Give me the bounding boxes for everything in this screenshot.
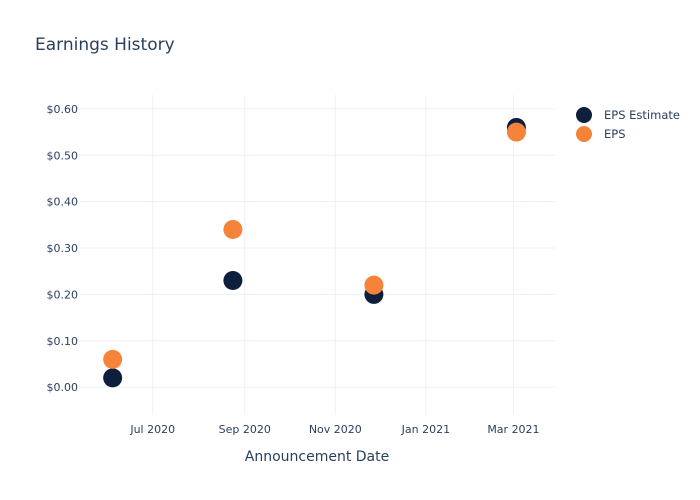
legend-label: EPS bbox=[604, 127, 626, 141]
chart-title: Earnings History bbox=[35, 35, 175, 55]
y-axis: $0.00 $0.10 $0.20 $0.30 $0.40 $0.50 $0.60 bbox=[47, 103, 79, 394]
data-point[interactable] bbox=[223, 219, 243, 239]
series-eps-estimate bbox=[103, 117, 526, 388]
y-tick-label: $0.60 bbox=[47, 103, 79, 116]
legend-marker bbox=[576, 107, 592, 123]
data-point[interactable] bbox=[103, 368, 123, 388]
x-tick-label: Sep 2020 bbox=[219, 423, 271, 436]
series-eps bbox=[103, 122, 526, 369]
legend-item[interactable]: EPS bbox=[576, 126, 626, 142]
y-tick-label: $0.20 bbox=[47, 288, 79, 301]
legend-marker bbox=[576, 126, 592, 142]
legend-item[interactable]: EPS Estimate bbox=[576, 107, 680, 123]
legend-label: EPS Estimate bbox=[604, 108, 680, 122]
x-tick-label: Jan 2021 bbox=[401, 423, 450, 436]
x-tick-label: Jul 2020 bbox=[129, 423, 175, 436]
y-tick-label: $0.40 bbox=[47, 196, 79, 209]
x-axis: Jul 2020 Sep 2020 Nov 2020 Jan 2021 Mar 2021 bbox=[129, 423, 539, 436]
data-point[interactable] bbox=[223, 271, 243, 291]
y-tick-label: $0.10 bbox=[47, 335, 79, 348]
legend: EPS Estimate EPS bbox=[576, 107, 680, 142]
data-point[interactable] bbox=[506, 122, 526, 142]
x-axis-title: Announcement Date bbox=[245, 449, 389, 465]
y-tick-label: $0.30 bbox=[47, 242, 79, 255]
y-tick-label: $0.00 bbox=[47, 381, 79, 394]
x-tick-label: Mar 2021 bbox=[487, 423, 539, 436]
data-points bbox=[103, 117, 526, 388]
y-tick-label: $0.50 bbox=[47, 149, 79, 162]
data-point[interactable] bbox=[364, 275, 384, 295]
grid-lines bbox=[80, 95, 555, 415]
x-tick-label: Nov 2020 bbox=[309, 423, 362, 436]
data-point[interactable] bbox=[103, 349, 123, 369]
